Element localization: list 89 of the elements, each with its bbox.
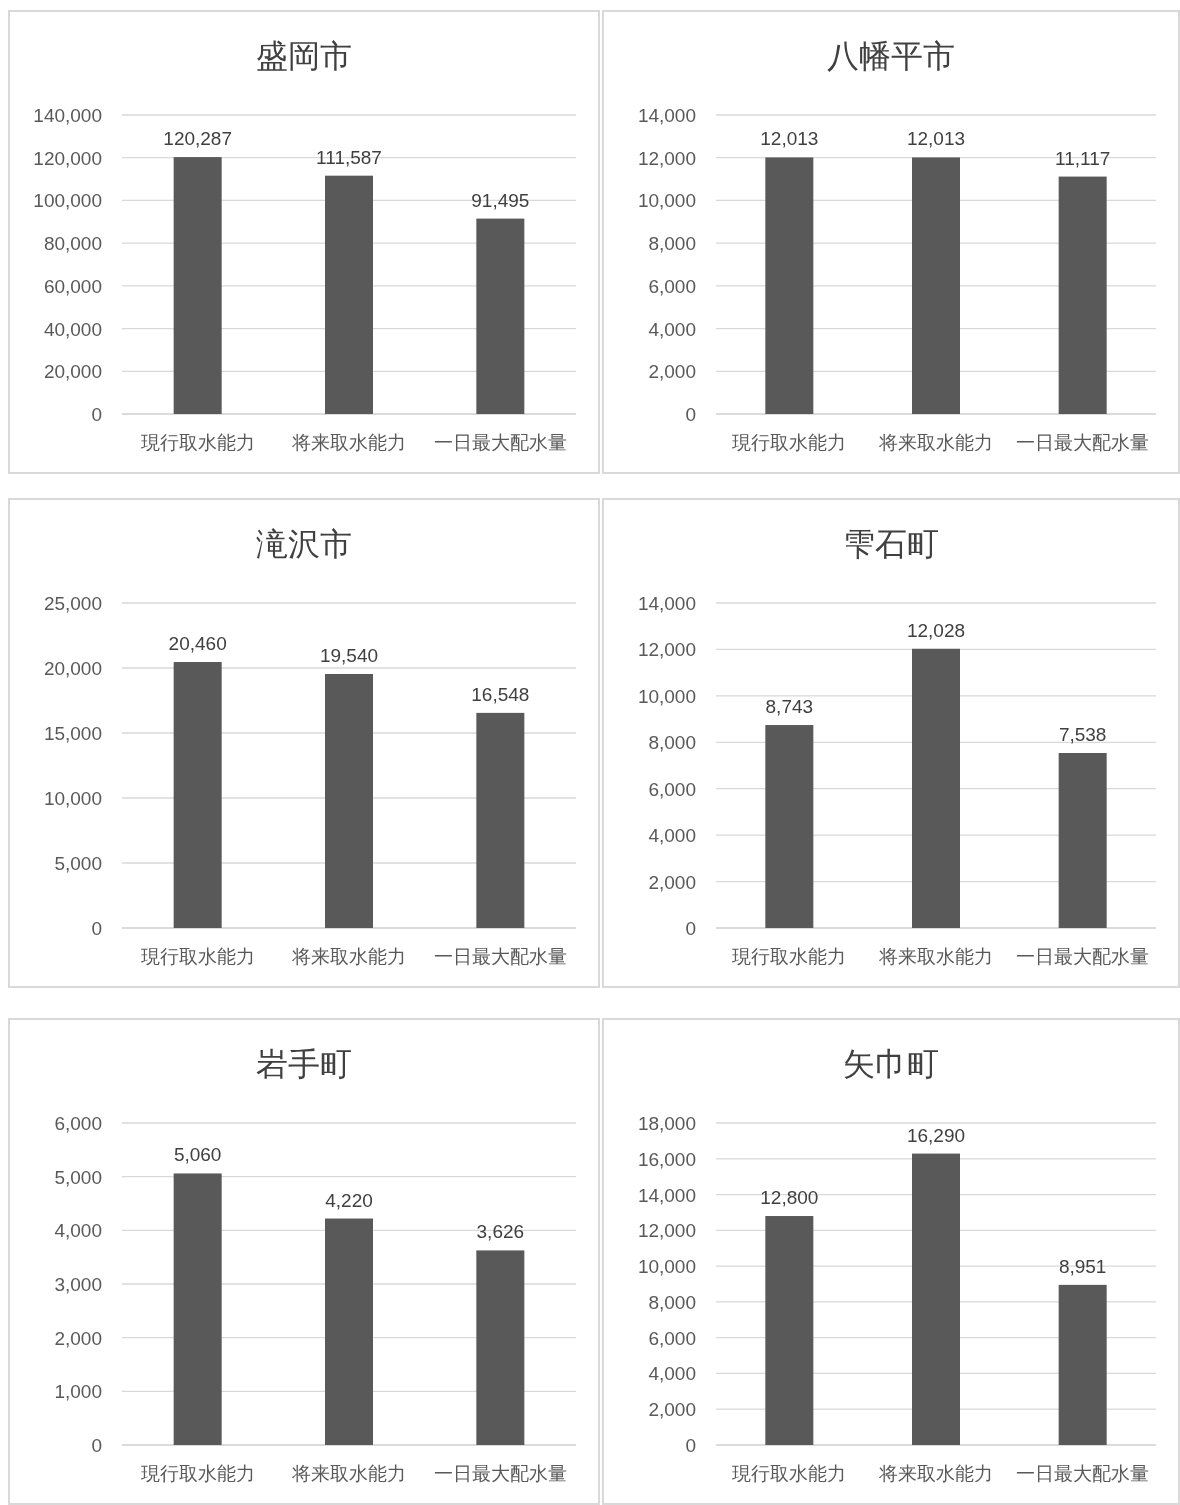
y-tick-label: 8,000: [648, 233, 696, 255]
data-label: 16,548: [471, 683, 530, 705]
data-label: 19,540: [319, 644, 379, 666]
y-tick-label: 14,000: [637, 1184, 696, 1206]
y-tick-label: 80,000: [43, 233, 102, 255]
y-tick-label: 1,000: [54, 1381, 102, 1403]
y-tick-label: 0: [685, 918, 696, 939]
x-tick-label: 将来取水能力: [878, 946, 993, 967]
data-label: 12,013: [760, 128, 819, 150]
y-tick-label: 5,000: [54, 853, 102, 874]
y-tick-label: 0: [685, 1435, 696, 1456]
y-tick-label: 15,000: [43, 723, 102, 744]
x-tick-label: 現行取水能力: [140, 432, 255, 453]
data-label: 120,287: [163, 128, 233, 150]
x-tick-label: 一日最大配水量: [433, 432, 567, 453]
y-tick-label: 120,000: [33, 147, 102, 169]
y-tick-label: 100,000: [33, 190, 102, 212]
y-tick-label: 10,000: [637, 685, 696, 707]
y-tick-label: 12,000: [637, 639, 696, 661]
y-tick-label: 0: [685, 404, 696, 425]
y-tick-label: 2,000: [54, 1327, 102, 1349]
data-label: 8,743: [765, 696, 814, 718]
y-tick-label: 4,000: [648, 318, 696, 340]
data-label: 16,290: [906, 1124, 966, 1146]
x-tick-label: 一日最大配水量: [1016, 946, 1150, 967]
y-tick-label: 2,000: [648, 1399, 696, 1421]
data-label: 91,495: [471, 189, 530, 211]
x-tick-label: 将来取水能力: [291, 946, 406, 967]
y-tick-label: 5,000: [54, 1166, 102, 1188]
x-tick-label: 現行取水能力: [732, 432, 847, 453]
data-label: 20,460: [168, 633, 227, 655]
y-tick-label: 6,000: [648, 275, 696, 297]
x-tick-label: 現行取水能力: [732, 946, 847, 967]
data-label: 11,117: [1055, 147, 1111, 169]
y-tick-label: 6,000: [648, 778, 696, 800]
chart-title: 八幡平市: [827, 38, 955, 74]
chart-title: 雫石町: [843, 526, 939, 562]
y-tick-label: 10,000: [43, 788, 102, 809]
y-tick-label: 6,000: [648, 1327, 696, 1349]
y-tick-label: 8,000: [648, 1291, 696, 1313]
chart-title: 盛岡市: [256, 38, 352, 74]
y-tick-label: 60,000: [43, 275, 102, 297]
x-tick-label: 将来取水能力: [291, 1463, 406, 1484]
data-label: 4,220: [325, 1189, 373, 1211]
y-tick-label: 2,000: [648, 361, 696, 383]
y-tick-label: 18,000: [637, 1113, 696, 1134]
chart-title: 滝沢市: [256, 526, 352, 562]
y-tick-label: 140,000: [33, 105, 102, 126]
y-tick-label: 14,000: [637, 105, 696, 126]
y-tick-label: 4,000: [648, 825, 696, 847]
data-label: 7,538: [1058, 724, 1107, 746]
data-label: 3,626: [476, 1221, 525, 1243]
x-tick-label: 一日最大配水量: [433, 1463, 567, 1484]
y-tick-label: 14,000: [637, 593, 696, 614]
y-tick-label: 3,000: [54, 1274, 102, 1295]
data-label: 12,013: [906, 128, 966, 150]
x-tick-label: 一日最大配水量: [1016, 1463, 1150, 1484]
data-label: 12,028: [906, 619, 966, 641]
y-tick-label: 20,000: [43, 658, 102, 679]
y-tick-label: 8,000: [648, 732, 696, 754]
y-tick-label: 40,000: [43, 318, 102, 340]
data-label: 5,060: [173, 1144, 222, 1166]
y-tick-label: 10,000: [637, 1256, 696, 1278]
x-tick-label: 現行取水能力: [140, 946, 255, 967]
data-label: 8,951: [1058, 1255, 1107, 1277]
y-tick-label: 10,000: [637, 190, 696, 212]
x-tick-label: 一日最大配水量: [1016, 432, 1150, 453]
x-tick-label: 将来取水能力: [878, 1463, 993, 1484]
y-tick-label: 6,000: [54, 1113, 102, 1134]
x-tick-label: 将来取水能力: [878, 432, 993, 453]
x-tick-label: 一日最大配水量: [433, 946, 567, 967]
y-tick-label: 25,000: [43, 593, 102, 614]
y-tick-label: 4,000: [648, 1363, 696, 1385]
data-label: 12,800: [760, 1187, 819, 1209]
y-tick-label: 12,000: [637, 1220, 696, 1242]
y-tick-label: 0: [91, 918, 102, 939]
x-tick-label: 将来取水能力: [291, 432, 406, 453]
y-tick-label: 16,000: [637, 1148, 696, 1170]
chart-title: 矢巾町: [843, 1046, 939, 1082]
y-tick-label: 12,000: [637, 147, 696, 169]
y-tick-label: 2,000: [648, 871, 696, 893]
y-tick-label: 0: [91, 404, 102, 425]
chart-title: 岩手町: [256, 1046, 352, 1082]
y-tick-label: 20,000: [43, 361, 102, 383]
y-tick-label: 0: [91, 1435, 102, 1456]
x-tick-label: 現行取水能力: [732, 1463, 847, 1484]
y-tick-label: 4,000: [54, 1220, 102, 1242]
x-tick-label: 現行取水能力: [140, 1463, 255, 1484]
data-label: 111,587: [316, 146, 382, 168]
